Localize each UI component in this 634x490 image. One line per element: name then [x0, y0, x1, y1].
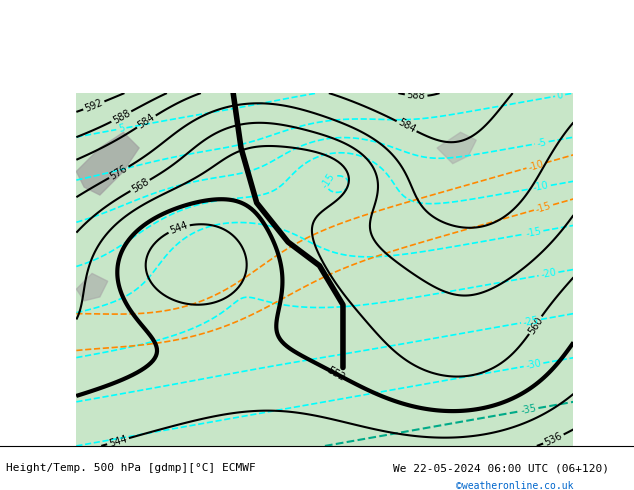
Text: 544: 544: [108, 434, 128, 449]
Text: 536: 536: [543, 431, 564, 448]
Polygon shape: [437, 132, 476, 164]
Text: -15: -15: [534, 200, 553, 215]
Text: 568: 568: [129, 176, 151, 195]
Text: 584: 584: [136, 112, 157, 131]
Text: 576: 576: [108, 163, 129, 182]
Text: -5: -5: [536, 137, 548, 148]
Text: -15: -15: [320, 171, 337, 190]
Text: 5: 5: [117, 123, 126, 134]
Text: 592: 592: [83, 98, 105, 114]
Text: 584: 584: [396, 118, 417, 135]
Text: We 22-05-2024 06:00 UTC (06+120): We 22-05-2024 06:00 UTC (06+120): [393, 463, 609, 473]
Text: -30: -30: [525, 358, 542, 371]
Text: 560: 560: [526, 315, 545, 336]
Text: 544: 544: [169, 220, 189, 236]
Text: -10: -10: [527, 158, 545, 172]
Text: 588: 588: [406, 90, 425, 101]
Text: 0: 0: [556, 90, 564, 101]
Text: ©weatheronline.co.uk: ©weatheronline.co.uk: [456, 481, 574, 490]
Text: -25: -25: [522, 315, 540, 327]
Text: 552: 552: [325, 365, 347, 383]
Polygon shape: [76, 273, 108, 301]
Text: Height/Temp. 500 hPa [gdmp][°C] ECMWF: Height/Temp. 500 hPa [gdmp][°C] ECMWF: [6, 463, 256, 473]
Text: 588: 588: [111, 108, 132, 125]
Text: -20: -20: [540, 268, 557, 280]
Polygon shape: [76, 132, 139, 195]
Text: -35: -35: [520, 403, 537, 416]
Text: -10: -10: [533, 181, 550, 194]
Text: -15: -15: [525, 226, 542, 239]
